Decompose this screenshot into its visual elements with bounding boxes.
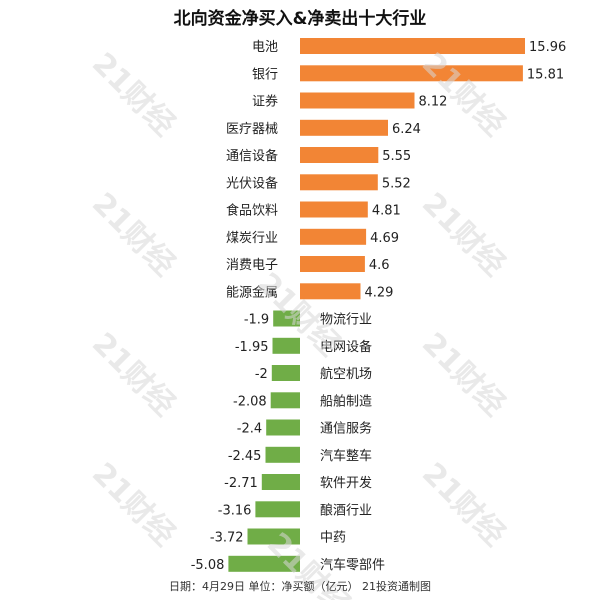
- category-label: 银行: [252, 67, 278, 82]
- value-label: 4.6: [369, 258, 390, 273]
- value-label: -2: [255, 367, 268, 382]
- bar-2: [300, 65, 523, 82]
- bar-9: [300, 256, 365, 272]
- bar-7: [300, 201, 368, 218]
- value-label: 8.12: [418, 95, 447, 110]
- category-label: 中药: [320, 531, 346, 546]
- value-label: -1.9: [244, 313, 269, 328]
- value-label: 6.24: [392, 122, 421, 137]
- value-label: -2.71: [224, 476, 258, 491]
- category-label: 能源金属: [226, 284, 278, 300]
- category-label: 电池: [252, 40, 278, 55]
- category-label: 软件开发: [320, 475, 372, 491]
- category-label: 通信服务: [320, 421, 372, 437]
- bar-14: [270, 392, 300, 409]
- category-label: 船舶制造: [320, 393, 372, 409]
- chart-title: 北向资金净买入&净卖出十大行业: [173, 9, 427, 29]
- category-label: 物流行业: [320, 313, 372, 328]
- bar-19: [247, 528, 300, 545]
- category-label: 航空机场: [320, 366, 372, 382]
- bar-13: [271, 365, 300, 381]
- category-label: 光伏设备: [226, 175, 278, 191]
- value-label: -3.16: [218, 503, 252, 518]
- category-label: 汽车整车: [320, 448, 372, 464]
- value-label: -1.95: [235, 340, 269, 355]
- bar-16: [265, 446, 300, 463]
- value-label: 15.81: [527, 67, 564, 82]
- bar-4: [300, 119, 388, 136]
- bar-17: [261, 474, 300, 490]
- chart-footer: 日期：4月29日 单位：净买额（亿元） 21投资通制图: [169, 580, 431, 593]
- bar-12: [272, 337, 300, 354]
- category-label: 医疗器械: [226, 122, 278, 137]
- category-label: 汽车零部件: [320, 557, 385, 573]
- bar-20: [228, 555, 300, 572]
- value-label: -2.4: [237, 422, 262, 437]
- value-label: -2.45: [228, 449, 262, 464]
- bar-6: [300, 174, 378, 191]
- category-label: 酿酒行业: [320, 502, 372, 518]
- value-label: 5.55: [382, 149, 411, 164]
- value-label: -5.08: [191, 558, 225, 573]
- category-label: 电网设备: [320, 339, 372, 355]
- value-label: 4.81: [372, 204, 401, 219]
- value-label: 4.29: [364, 285, 393, 300]
- bar-1: [300, 38, 525, 54]
- category-label: 证券: [252, 94, 278, 110]
- bar-3: [300, 92, 415, 109]
- category-label: 通信设备: [226, 148, 278, 164]
- category-label: 煤炭行业: [226, 231, 278, 246]
- bar-11: [273, 310, 300, 327]
- value-label: -3.72: [210, 531, 244, 546]
- bar-10: [300, 283, 361, 300]
- bar-5: [300, 147, 379, 163]
- value-label: 4.69: [370, 231, 399, 246]
- category-label: 消费电子: [226, 258, 278, 273]
- value-label: 15.96: [529, 40, 566, 55]
- bar-18: [255, 501, 300, 518]
- category-label: 食品饮料: [226, 203, 278, 219]
- bar-8: [300, 228, 367, 245]
- value-label: 5.52: [382, 176, 411, 191]
- bar-15: [266, 419, 300, 436]
- value-label: -2.08: [233, 394, 267, 409]
